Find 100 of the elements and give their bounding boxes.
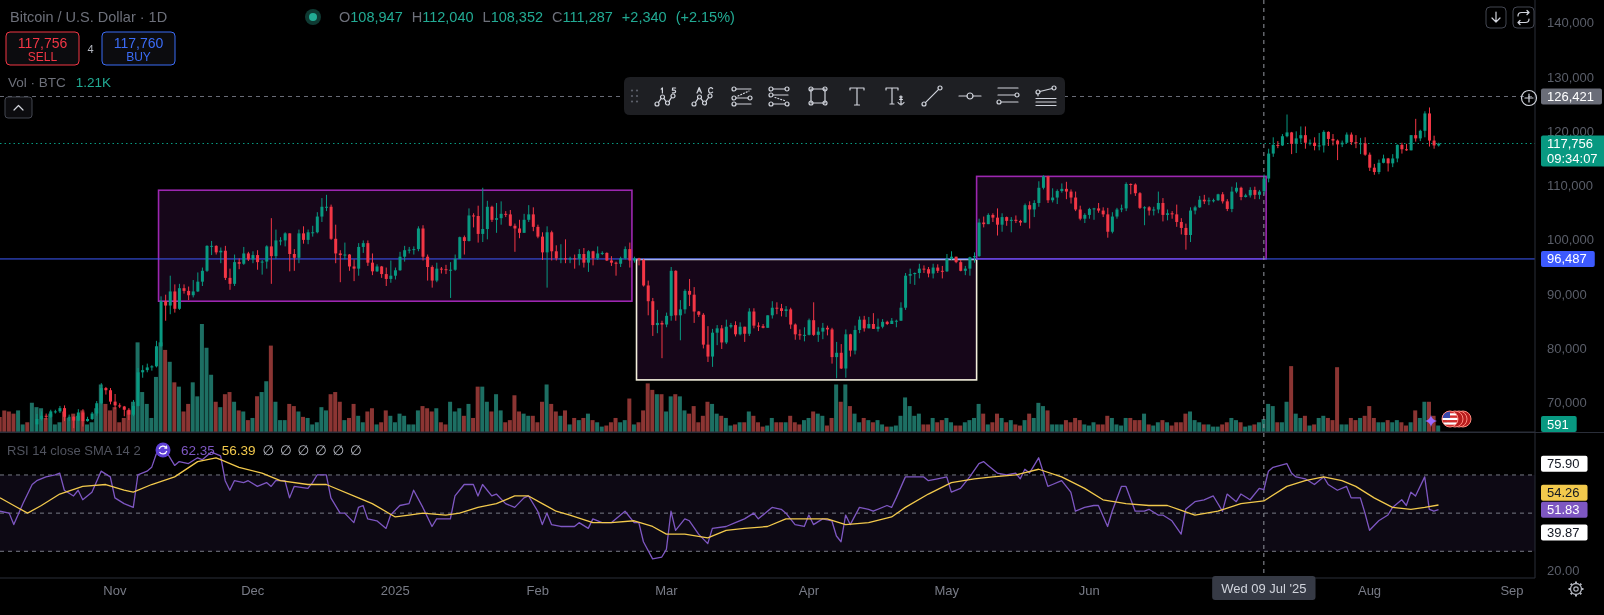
candlestick	[462, 235, 466, 256]
candlestick	[233, 254, 237, 287]
bar	[1233, 420, 1238, 432]
candlestick	[573, 254, 577, 270]
candlestick	[821, 322, 825, 340]
candlestick	[839, 343, 843, 370]
candlestick	[853, 325, 857, 355]
bar	[434, 408, 439, 432]
bar	[1339, 424, 1344, 432]
bar	[1050, 424, 1055, 432]
candlestick	[430, 264, 434, 289]
y-tick-label: 80,000	[1547, 340, 1587, 356]
candlestick	[412, 245, 416, 256]
line-series	[0, 457, 1440, 539]
bar	[1096, 424, 1101, 432]
annotation: ∅ ∅ ∅ ∅ ∅ ∅	[262, 442, 362, 458]
candlestick	[1170, 210, 1174, 220]
bar	[558, 415, 563, 432]
candlestick	[256, 249, 260, 271]
candlestick	[472, 212, 476, 228]
candlestick	[1014, 214, 1018, 224]
bar	[1077, 420, 1082, 432]
bar	[595, 422, 600, 432]
candlestick	[173, 283, 177, 314]
bar	[1367, 406, 1372, 432]
candlestick	[1028, 200, 1032, 229]
bar	[480, 386, 485, 432]
bar	[163, 349, 168, 432]
y-tick-label: 130,000	[1547, 69, 1594, 85]
candlestick	[646, 280, 650, 316]
bar	[190, 382, 195, 432]
x-tick-label: 2025	[380, 582, 410, 598]
bar	[944, 417, 949, 432]
ref-line-label: Wed 09 Jul '25	[1221, 580, 1307, 596]
x-tick-label: Dec	[241, 582, 265, 598]
candlestick	[692, 286, 696, 324]
bar	[1022, 420, 1027, 432]
candlestick	[835, 341, 839, 379]
candlestick	[444, 264, 448, 275]
bar	[448, 401, 453, 432]
candlestick	[729, 322, 733, 329]
bar	[1298, 417, 1303, 432]
bar	[1128, 417, 1133, 432]
candlestick	[1354, 134, 1358, 149]
bar	[443, 424, 448, 432]
bar	[503, 422, 508, 432]
bar	[627, 398, 632, 432]
candlestick	[563, 238, 567, 264]
candlestick	[260, 259, 264, 276]
candlestick	[1143, 205, 1147, 226]
bar	[388, 415, 393, 432]
bar	[1091, 422, 1096, 432]
bar	[1132, 420, 1137, 432]
candlestick	[711, 328, 715, 368]
candlestick	[265, 244, 269, 270]
bar	[296, 411, 301, 432]
candlestick	[1110, 211, 1114, 234]
bar	[815, 413, 820, 432]
candlestick	[1368, 152, 1372, 172]
bar	[783, 422, 788, 432]
y-tick-label: 39.87	[1547, 524, 1580, 540]
bar	[769, 417, 774, 432]
candlestick	[715, 324, 719, 346]
bar	[232, 401, 237, 432]
text: RSI 14 close SMA 14 2	[7, 442, 141, 458]
candlestick	[1207, 197, 1211, 206]
bar	[572, 417, 577, 432]
annotation: 1.21K	[75, 74, 112, 90]
bar	[797, 424, 802, 432]
candlestick	[311, 225, 315, 238]
bar	[1293, 413, 1298, 432]
bar	[742, 422, 747, 432]
bar	[939, 420, 944, 432]
bar	[618, 422, 623, 432]
bar	[677, 396, 682, 432]
bar	[227, 392, 232, 432]
bar	[429, 411, 434, 432]
bar	[916, 413, 921, 432]
bar	[1394, 420, 1399, 432]
candlestick	[775, 301, 779, 315]
bar	[420, 406, 425, 432]
bar	[1224, 422, 1229, 432]
candlestick	[940, 265, 944, 279]
bar	[1252, 424, 1257, 432]
text: 51.83	[1547, 502, 1580, 518]
candlestick	[637, 257, 641, 266]
bar	[466, 403, 471, 432]
y-tick-label: 140,000	[1547, 15, 1594, 31]
bar	[103, 403, 108, 432]
bar	[1068, 422, 1073, 432]
bar	[549, 403, 554, 432]
candlestick	[1359, 137, 1363, 155]
candlestick	[357, 242, 361, 277]
bar	[402, 415, 407, 432]
bar	[1188, 411, 1193, 432]
bar	[1142, 413, 1147, 432]
bar	[29, 402, 34, 432]
bar	[935, 422, 940, 432]
bar	[218, 407, 223, 432]
text: 591	[1547, 416, 1569, 432]
